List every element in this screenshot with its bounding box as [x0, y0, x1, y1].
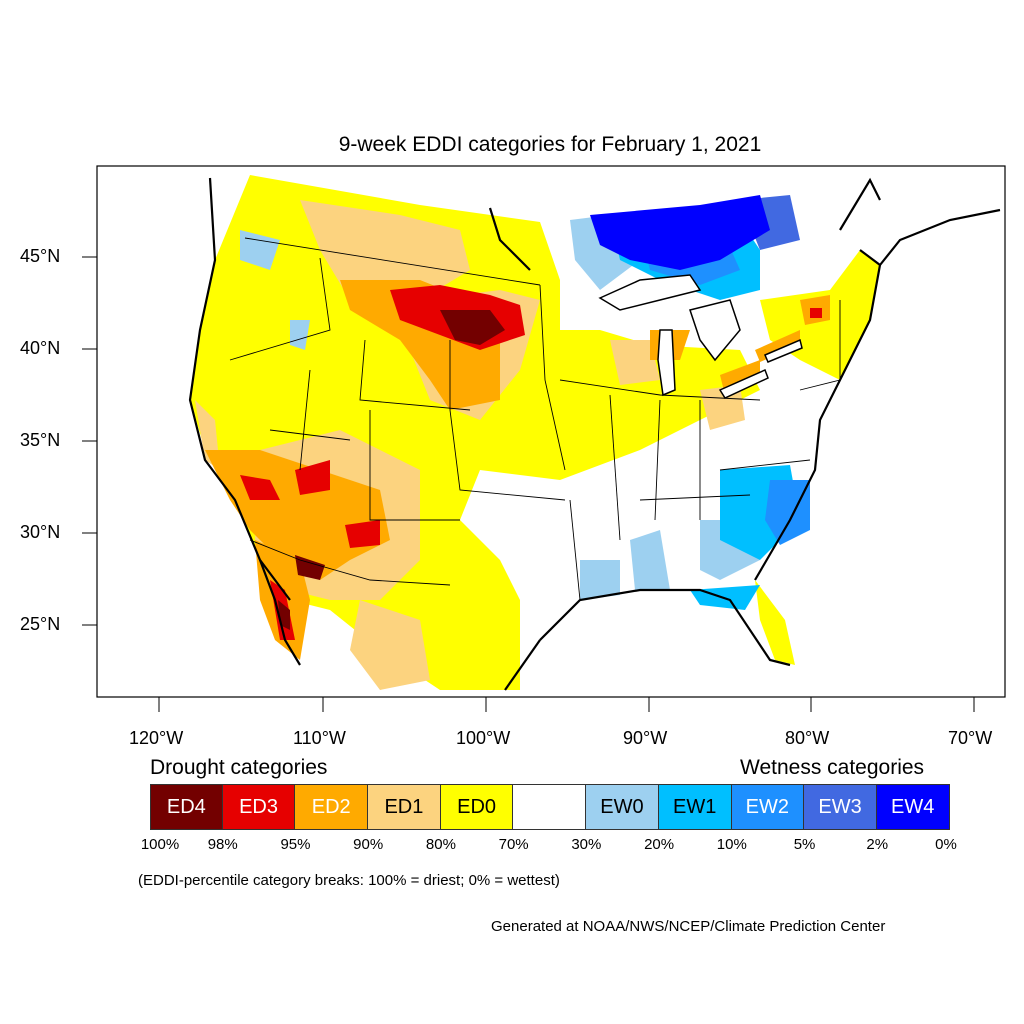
legend-cell-ed1: ED1	[368, 784, 441, 830]
ed4-az	[295, 555, 325, 580]
legend-cell-ew1: EW1	[658, 784, 732, 830]
legend-break-label: 20%	[644, 836, 675, 853]
ew0-ut	[290, 320, 310, 350]
lon-label-100: 100°W	[456, 728, 511, 748]
lake-superior	[598, 274, 702, 311]
lat-ticks	[82, 256, 97, 626]
legend-break-label: 30%	[571, 836, 602, 853]
legend-cell-ew3: EW3	[804, 784, 877, 830]
credit-line: Generated at NOAA/NWS/NCEP/Climate Predi…	[491, 918, 886, 935]
legend-break-label: 10%	[716, 836, 747, 853]
lon-label-90: 90°W	[623, 728, 668, 748]
ed0-florida	[755, 580, 795, 665]
coastlines	[188, 177, 1001, 691]
ew0-nw	[240, 230, 280, 270]
legend-break-label: 70%	[498, 836, 529, 853]
legend-break-label: 100%	[140, 836, 180, 853]
legend-break-label: 5%	[793, 836, 816, 853]
ed1-texas	[350, 600, 430, 690]
legend-cell-ed3: ED3	[222, 784, 296, 830]
legend-cell-ew2: EW2	[731, 784, 805, 830]
ed3-calif	[240, 475, 280, 500]
lon-label-120: 120°W	[129, 728, 184, 748]
ed1-midwest	[610, 340, 660, 385]
legend-break-label: 98%	[207, 836, 238, 853]
lon-label-70: 70°W	[948, 728, 993, 748]
category-note: (EDDI-percentile category breaks: 100% =…	[138, 872, 560, 889]
lake-michigan	[657, 329, 676, 397]
ed1-ohio	[700, 385, 745, 430]
legend-cell-ed2: ED2	[295, 784, 369, 830]
legend-colorbar: ED4 ED3 ED2 ED1 ED0 EW0 EW1 EW2 EW3 EW4	[150, 784, 950, 830]
legend-cell-ed0: ED0	[440, 784, 514, 830]
ed4-plains	[440, 310, 505, 345]
legend-cell-ed4: ED4	[150, 784, 223, 830]
ed3-az	[295, 460, 330, 495]
lake-huron	[689, 299, 741, 362]
map-frame	[96, 165, 1006, 698]
map-title: 9-week EDDI categories for February 1, 2…	[338, 133, 762, 156]
ed3-ny	[810, 308, 822, 318]
legend-break-label: 2%	[866, 836, 889, 853]
legend-cell-ew4: EW4	[876, 784, 950, 830]
legend-break-label: 80%	[425, 836, 456, 853]
ew2-nc	[765, 480, 810, 545]
lon-ticks	[158, 697, 975, 712]
drought-heading: Drought categories	[150, 756, 328, 779]
legend-break-label: 0%	[935, 836, 957, 853]
ew4-lakes	[590, 195, 770, 270]
lon-label-110: 110°W	[293, 728, 346, 748]
lon-label-80: 80°W	[785, 728, 830, 748]
ew0-gulf	[630, 530, 670, 590]
ed1-montana	[300, 200, 470, 300]
legend-break-label: 90%	[353, 836, 384, 853]
legend-break-label: 95%	[280, 836, 311, 853]
ed3-az2	[345, 520, 380, 548]
lake-erie	[718, 368, 769, 399]
lat-label-40: 40°N	[20, 338, 61, 358]
lat-label-30: 30°N	[20, 522, 61, 542]
wetness-heading: Wetness categories	[740, 756, 925, 779]
lake-ontario	[764, 338, 803, 363]
lat-label-25: 25°N	[20, 614, 61, 634]
legend-cell-neutral	[513, 784, 587, 830]
legend-cell-ew0: EW0	[586, 784, 659, 830]
lat-label-45: 45°N	[20, 246, 61, 266]
lat-label-35: 35°N	[20, 430, 61, 450]
ew0-south	[580, 560, 620, 600]
boundaries	[229, 237, 841, 601]
